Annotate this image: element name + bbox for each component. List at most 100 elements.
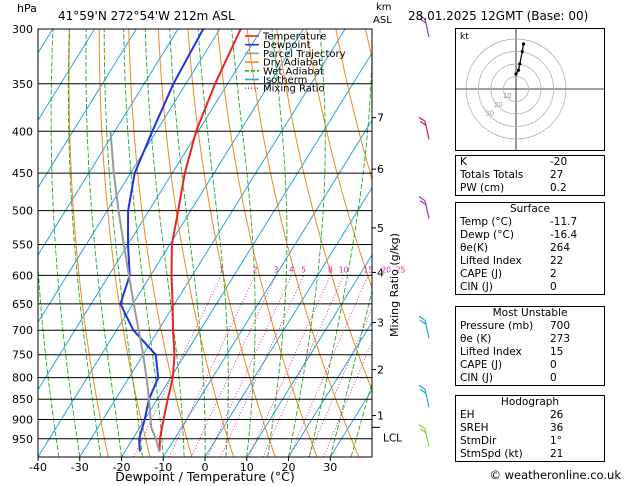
km-tick-label: 1 — [377, 410, 384, 423]
profile-series — [109, 29, 242, 452]
isotherm — [38, 29, 221, 324]
wet-adiabat — [231, 29, 256, 457]
hodograph-label: EH — [460, 409, 475, 421]
pressure-tick-label: 600 — [12, 269, 33, 282]
isotherm — [38, 29, 304, 457]
mixing-ratio-line — [220, 275, 305, 457]
most-unstable-row: CIN (J) 0 — [456, 372, 604, 385]
pressure-tick-label: 400 — [12, 125, 33, 138]
hodograph-label: SREH — [460, 422, 489, 434]
hodograph-ring — [503, 76, 529, 102]
pressure-tick-label: 800 — [12, 372, 33, 385]
mixing-ratio-label: 10 — [339, 265, 349, 274]
hodograph-label: StmSpd (kt) — [460, 448, 523, 460]
surface-row: Lifted Index 22 — [456, 255, 604, 268]
hodograph-point — [518, 62, 522, 66]
hodograph-value: 1° — [550, 435, 562, 447]
surface-title: Surface — [509, 203, 550, 215]
surface-value: 2 — [550, 268, 557, 280]
x-tick-label: -40 — [29, 461, 47, 474]
mixing-ratio-label: 2 — [253, 265, 258, 274]
wet-adiabat — [350, 381, 372, 457]
surface-row: CAPE (J) 2 — [456, 268, 604, 281]
pressure-tick-label: 350 — [12, 78, 33, 91]
wind-barbs — [418, 14, 430, 447]
surface-value: -16.4 — [550, 229, 578, 241]
surface-row: Dewp (°C) -16.4 — [456, 229, 604, 242]
hodograph-row: StmSpd (kt) 21 — [456, 448, 604, 461]
index-label: PW (cm) — [460, 182, 505, 194]
series-temperature — [158, 29, 242, 452]
isotherm — [0, 29, 11, 457]
x-tick-label: 10 — [240, 461, 254, 474]
km-tick-label: 6 — [377, 163, 384, 176]
hodograph-point — [516, 68, 521, 72]
series-dewpoint — [119, 29, 205, 452]
legend-label: Mixing Ratio — [263, 84, 325, 95]
isotherm — [79, 29, 346, 457]
most-unstable-panel: Most Unstable Pressure (mb) 700 θe (K) 273 L… — [455, 306, 605, 386]
dry-adiabat — [68, 29, 109, 457]
x-axis-label: Dewpoint / Temperature (°C) — [115, 469, 294, 484]
surface-label: Dewp (°C) — [460, 229, 514, 241]
wet-adiabat — [123, 29, 164, 457]
km-tick-label: 7 — [377, 112, 384, 125]
wet-adiabat — [144, 29, 185, 457]
wind-barb-flag — [418, 116, 426, 122]
index-value: -20 — [550, 156, 568, 168]
wind-barb-flag — [418, 424, 426, 430]
surface-panel: Surface Temp (°C) -11.7 Dewp (°C) -16.4 θe(K… — [455, 202, 605, 295]
dry-adiabat — [305, 29, 372, 290]
wind-barb — [424, 428, 430, 447]
pressure-unit-label: hPa — [17, 2, 37, 15]
most-unstable-row: θe (K) 273 — [456, 333, 604, 346]
legend-label: Dry Adiabat — [263, 58, 322, 69]
hodograph-panel: Hodograph EH 26 SREH 36 StmDir 1° StmSpd (kt) 2… — [455, 395, 605, 462]
mixing-ratio-axis-label: Mixing Ratio (g/kg) — [388, 233, 401, 337]
wind-barb — [424, 121, 430, 140]
most-unstable-label: Pressure (mb) — [460, 320, 534, 332]
isotherm — [288, 321, 372, 457]
hodograph-ring — [490, 63, 542, 115]
most-unstable-value: 700 — [550, 320, 571, 332]
hodograph-point — [520, 49, 524, 54]
hodograph-point — [514, 72, 518, 76]
legend-label: Dewpoint — [263, 40, 311, 51]
most-unstable-row: Pressure (mb) 700 — [456, 320, 604, 333]
x-tick-label: 30 — [323, 461, 337, 474]
hodograph-ring-label: 20 — [494, 101, 503, 109]
isotherm — [38, 29, 96, 122]
km-tick-label: 3 — [377, 317, 384, 330]
legend-label: Isotherm — [263, 75, 307, 86]
wet-adiabat — [329, 288, 372, 457]
wind-barb-flag — [418, 196, 426, 202]
most-unstable-row: Lifted Index 15 — [456, 346, 604, 359]
mixing-ratio-label: 3 — [274, 265, 279, 274]
index-row: K -20 — [456, 156, 604, 169]
indices-panel: K -20 Totals Totals 27 PW (cm) 0.2 — [455, 155, 605, 196]
mixing-ratio-line — [168, 275, 256, 457]
hodograph-value: 26 — [550, 409, 564, 421]
surface-label: Temp (°C) — [460, 216, 513, 228]
wind-barb-flag — [419, 428, 427, 434]
x-tick-label: 20 — [282, 461, 296, 474]
pressure-tick-label: 550 — [12, 238, 33, 251]
wind-barb-flag — [418, 384, 426, 390]
isotherm — [38, 29, 179, 256]
dry-adiabat — [602, 29, 629, 457]
km-tick-label: 2 — [377, 364, 384, 377]
hodograph-ring — [478, 51, 554, 127]
x-tick-label: -20 — [113, 461, 131, 474]
height-unit-km: km — [376, 2, 392, 13]
isotherm-lines — [0, 29, 372, 457]
datetime-title: 28.01.2025 12GMT (Base: 00) — [408, 9, 589, 23]
x-tick-label: -30 — [71, 461, 89, 474]
hodograph-row: EH 26 — [456, 409, 604, 422]
hodograph-row: SREH 36 — [456, 422, 604, 435]
isotherm — [121, 52, 372, 457]
index-value: 27 — [550, 169, 564, 181]
mixing-ratio-label: 15 — [363, 265, 373, 274]
surface-row: θe(K) 264 — [456, 242, 604, 255]
isotherm — [204, 186, 372, 457]
